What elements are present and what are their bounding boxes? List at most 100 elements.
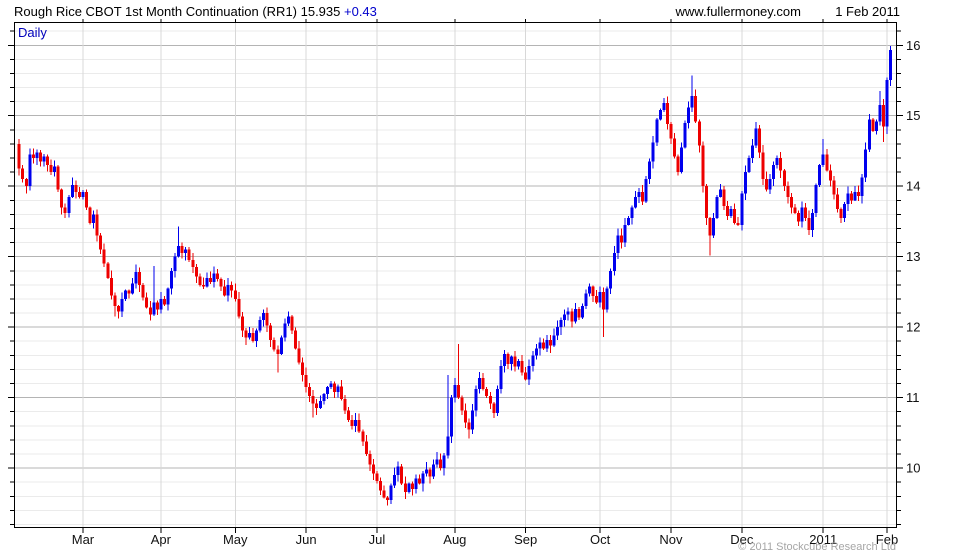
candle-body [46,156,50,166]
candle-body [860,177,864,197]
candle-body [148,307,152,315]
candle-body [524,372,528,380]
candle-body [251,332,255,342]
candle-body [818,165,822,185]
candle-body [432,464,436,477]
candle-body [527,365,531,380]
candle-body [545,339,549,349]
candle-body [290,316,294,331]
candle-body [42,156,46,162]
candle-body [21,168,25,180]
candle-body [804,207,808,218]
candle-body [216,273,220,280]
candle-body [584,293,588,307]
candle-body [378,480,382,491]
candle-body [56,166,60,190]
candle-body [874,121,878,132]
candle-body [587,286,591,294]
candle-body [687,107,691,123]
candle-body [403,483,407,493]
candle-body [662,103,666,111]
y-axis-label: 16 [906,38,920,53]
x-axis-label: 2011 [809,532,837,547]
y-axis-label: 12 [906,320,920,335]
candle-body [347,410,351,421]
instrument-name-and-price: Rough Rice CBOT 1st Month Continuation (… [14,4,341,19]
candle-body [354,420,358,426]
candle-body [711,217,715,236]
candle-body [187,249,191,261]
candle-body [821,154,825,166]
candle-body [761,152,765,180]
candles-layer [17,45,893,506]
candle-body [704,186,708,218]
candle-body [690,95,694,108]
candle-body [612,253,616,271]
candle-body [152,302,156,315]
candle-body [24,179,28,187]
candle-body [492,403,496,414]
candle-body [421,473,425,484]
candle-body [510,356,514,364]
candle-body [315,403,319,409]
candle-body [481,377,485,390]
candle-body [478,377,482,390]
candle-body [665,103,669,125]
candle-body [672,138,676,157]
candle-body [782,170,786,187]
candle-body [842,203,846,218]
candle-body [733,208,737,223]
candle-body [120,298,124,312]
candle-body [552,335,556,346]
candle-body [417,478,421,484]
candle-body [534,348,538,356]
candle-body [676,156,680,173]
x-axis-label: Jul [369,532,386,547]
candle-body [70,184,74,197]
candle-body [134,272,138,284]
grid-layer [14,22,897,528]
candle-body [244,330,248,338]
candle-body [800,207,804,222]
candle-body [871,119,875,132]
candle-body [644,179,648,202]
candle-body [336,386,340,392]
candle-body [361,431,365,442]
copyright-notice: © 2011 Stockcube Research Ltd [738,541,896,553]
candle-body [694,95,698,122]
x-axis-label: Apr [151,532,172,547]
candle-body [255,330,259,342]
x-axis-label: Oct [590,532,611,547]
candle-body [74,184,78,192]
candle-body [807,217,811,230]
candle-body [669,124,673,139]
candle-body [237,298,241,317]
candle-body [435,459,439,465]
candle-body [155,302,159,310]
candle-body [368,454,372,465]
candle-body [272,339,276,350]
candle-body [77,191,81,197]
candle-body [329,383,333,388]
candle-body [775,158,779,166]
candle-body [747,158,751,173]
candle-body [719,189,723,197]
website-label: www.fullermoney.com [675,4,801,19]
candle-body [853,191,857,201]
candle-body [729,208,733,216]
candle-body [651,142,655,162]
candle-body [658,110,662,120]
candle-body [499,365,503,390]
candle-body [439,459,443,469]
y-axis-label: 15 [906,108,920,123]
candle-body [340,386,344,400]
candle-body [177,246,181,257]
candle-body [123,290,127,299]
candle-body [456,384,460,398]
plot-border [14,22,897,528]
candle-body [598,291,602,303]
candle-body [38,152,42,162]
candle-body [757,128,761,153]
candle-body [311,396,315,404]
candle-body [648,161,652,180]
